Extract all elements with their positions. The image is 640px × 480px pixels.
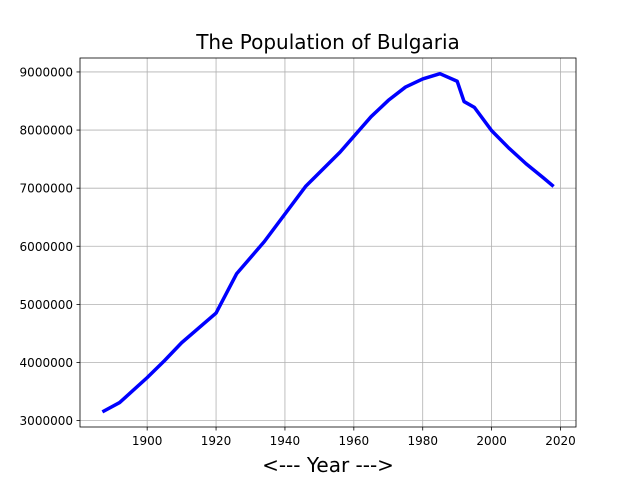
y-tick-label: 7000000 <box>20 182 73 196</box>
population-series-line <box>101 71 555 414</box>
x-tick-label: 1980 <box>407 434 438 448</box>
y-tick-label: 4000000 <box>20 356 73 370</box>
x-axis-label: <--- Year ---> <box>262 453 394 477</box>
plot-frame <box>79 57 577 428</box>
y-tick-label: 8000000 <box>20 124 73 138</box>
x-axis-ticks: 1900 1920 1940 1960 1980 2000 2020 <box>132 427 576 448</box>
x-tick-label: 2000 <box>476 434 507 448</box>
y-tick-label: 9000000 <box>20 65 73 79</box>
x-tick-label: 1900 <box>132 434 163 448</box>
x-tick-label: 1940 <box>270 434 301 448</box>
x-tick-label: 2020 <box>545 434 576 448</box>
series-layer <box>101 71 555 414</box>
x-tick-label: 1920 <box>201 434 232 448</box>
y-tick-label: 5000000 <box>20 298 73 312</box>
x-tick-label: 1960 <box>339 434 370 448</box>
y-axis-ticks: 3000000 4000000 5000000 6000000 7000000 80000… <box>20 65 80 428</box>
y-tick-label: 3000000 <box>20 414 73 428</box>
y-tick-label: 6000000 <box>20 240 73 254</box>
chart-title: The Population of Bulgaria <box>195 30 460 54</box>
